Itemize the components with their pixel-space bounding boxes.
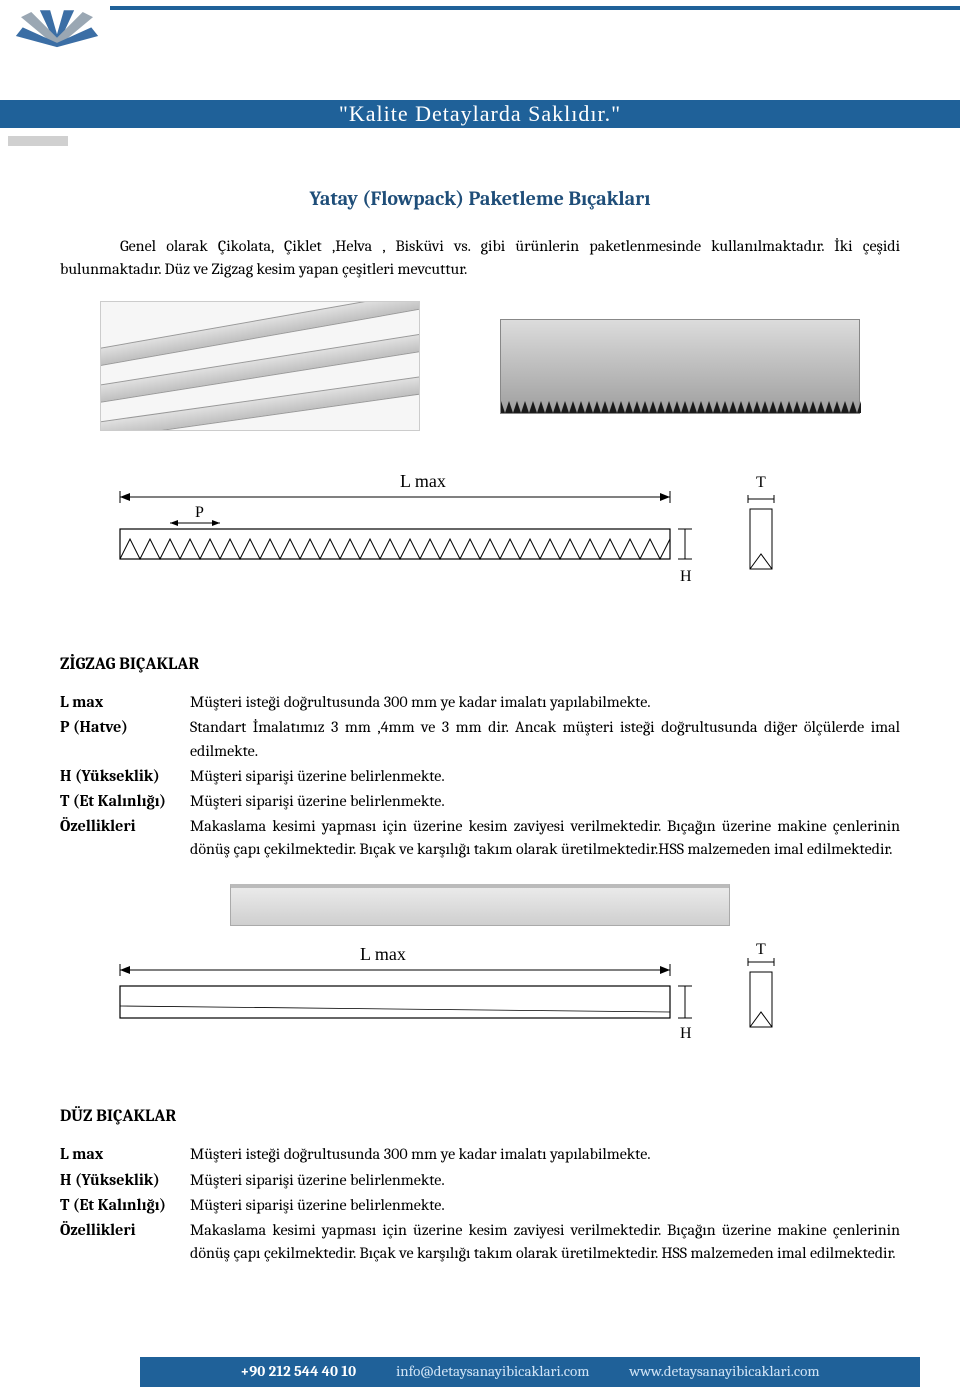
spec-value: Müşteri isteği doğrultusunda 300 mm ye k…	[190, 691, 900, 714]
flat-blade-photo	[500, 319, 860, 414]
spec-row: L max Müşteri isteği doğrultusunda 300 m…	[60, 1143, 900, 1166]
spec-label: T (Et Kalınlığı)	[60, 790, 190, 813]
spec-value: Makaslama kesimi yapması için üzerine ke…	[190, 1219, 900, 1265]
zigzag-diagram: L max P H T	[60, 469, 800, 599]
spec-value: Müşteri siparişi üzerine belirlenmekte.	[190, 765, 900, 788]
header-bar-thin	[110, 6, 960, 10]
zigzag-blades-photo	[100, 301, 420, 431]
spec-value: Müşteri siparişi üzerine belirlenmekte.	[190, 1169, 900, 1192]
footer-web: www.detaysanayibicaklari.com	[629, 1361, 819, 1383]
spec-label: H (Yükseklik)	[60, 1169, 190, 1192]
spec-value: Müşteri isteği doğrultusunda 300 mm ye k…	[190, 1143, 900, 1166]
footer-phone: +90 212 544 40 10	[240, 1361, 356, 1383]
straight-diagram: L max H T	[60, 942, 800, 1052]
photo-row	[60, 301, 900, 431]
spec-label: Özellikleri	[60, 815, 190, 838]
footer-email: info@detaysanayibicaklari.com	[396, 1361, 589, 1383]
spec-row: T (Et Kalınlığı) Müşteri siparişi üzerin…	[60, 1194, 900, 1217]
spec-label: L max	[60, 691, 190, 714]
spec-value: Müşteri siparişi üzerine belirlenmekte.	[190, 1194, 900, 1217]
label-h: H	[680, 568, 692, 585]
label-lmax: L max	[400, 471, 446, 491]
page-title: Yatay (Flowpack) Paketleme Bıçakları	[60, 184, 900, 213]
spec-label: Özellikleri	[60, 1219, 190, 1242]
spec-label: H (Yükseklik)	[60, 765, 190, 788]
label-t: T	[756, 942, 766, 958]
spec-row: Özellikleri Makaslama kesimi yapması içi…	[60, 815, 900, 861]
spec-label: L max	[60, 1143, 190, 1166]
serration-icon	[501, 401, 861, 413]
logo-icon	[12, 0, 102, 60]
spec-value: Müşteri siparişi üzerine belirlenmekte.	[190, 790, 900, 813]
spec-row: Özellikleri Makaslama kesimi yapması içi…	[60, 1219, 900, 1265]
content-area: Yatay (Flowpack) Paketleme Bıçakları Gen…	[0, 146, 960, 1317]
intro-paragraph: Genel olarak Çikolata, Çiklet ,Helva , B…	[60, 235, 900, 281]
header-gray-tab	[8, 136, 68, 146]
footer-bar: +90 212 544 40 10 info@detaysanayibicakl…	[140, 1357, 920, 1387]
spec-label: P (Hatve)	[60, 716, 190, 739]
label-h: H	[680, 1025, 692, 1042]
spec-row: H (Yükseklik) Müşteri siparişi üzerine b…	[60, 1169, 900, 1192]
slogan-text: "Kalite Detaylarda Saklıdır."	[339, 98, 621, 130]
spec-value: Makaslama kesimi yapması için üzerine ke…	[190, 815, 900, 861]
label-lmax: L max	[360, 944, 406, 964]
spec-row: T (Et Kalınlığı) Müşteri siparişi üzerin…	[60, 790, 900, 813]
spec-row: H (Yükseklik) Müşteri siparişi üzerine b…	[60, 765, 900, 788]
spec-row: P (Hatve) Standart İmalatımız 3 mm ,4mm …	[60, 716, 900, 762]
spec-row: L max Müşteri isteği doğrultusunda 300 m…	[60, 691, 900, 714]
zigzag-specs: L max Müşteri isteği doğrultusunda 300 m…	[60, 691, 900, 861]
label-p: P	[195, 504, 204, 521]
spec-label: T (Et Kalınlığı)	[60, 1194, 190, 1217]
duz-specs: L max Müşteri isteği doğrultusunda 300 m…	[60, 1143, 900, 1265]
duz-heading: DÜZ BIÇAKLAR	[60, 1105, 900, 1130]
label-t: T	[756, 474, 766, 491]
flat-blade-bar-photo	[230, 884, 730, 926]
header	[0, 0, 960, 60]
zigzag-heading: ZİGZAG BIÇAKLAR	[60, 653, 900, 678]
spec-value: Standart İmalatımız 3 mm ,4mm ve 3 mm di…	[190, 716, 900, 762]
header-bar-thick: "Kalite Detaylarda Saklıdır."	[0, 100, 960, 128]
